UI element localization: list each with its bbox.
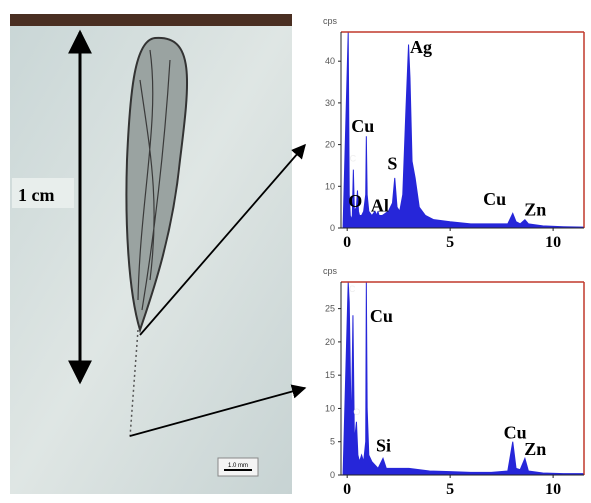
y-tick-label: 40 xyxy=(325,56,335,66)
y-tick-label: 20 xyxy=(325,140,335,150)
x-tick-label: 5 xyxy=(446,234,454,251)
y-tick-label: 20 xyxy=(325,337,335,347)
depth-label: 1 cm xyxy=(18,185,54,205)
spectrum-area xyxy=(342,282,584,475)
y-tick-label: 5 xyxy=(330,437,335,447)
peak-label: S xyxy=(387,154,397,174)
x-tick-label: 0 xyxy=(343,234,351,251)
peak-label: Zn xyxy=(524,439,546,459)
photo: 1 cm 1.0 mm xyxy=(10,14,307,494)
pointer-arrow xyxy=(129,384,307,437)
y-tick-label: 30 xyxy=(325,98,335,108)
y-tick-label: 0 xyxy=(330,223,335,233)
spectrum xyxy=(342,32,584,228)
pit-texture xyxy=(137,49,171,311)
x-tick-label: 10 xyxy=(545,234,561,251)
y-tick-label: 25 xyxy=(325,304,335,314)
spectrum xyxy=(342,282,584,475)
pointer-arrow xyxy=(139,143,306,336)
x-tick-label: 10 xyxy=(545,481,561,498)
peak-label: Si xyxy=(376,436,391,456)
x-tick-label: 0 xyxy=(343,481,351,498)
peak-label: Cu xyxy=(504,422,527,442)
peak-label: Zn xyxy=(524,199,546,219)
y-axis-label: cps xyxy=(323,16,338,26)
scale-bar-label: 1.0 mm xyxy=(228,463,248,469)
y-axis-label: cps xyxy=(323,266,338,276)
pit xyxy=(125,36,189,334)
label-box xyxy=(12,178,74,208)
surface-layer xyxy=(10,14,292,26)
peak-label: C xyxy=(349,284,356,294)
peak-label: Al xyxy=(371,195,389,215)
y-tick-label: 10 xyxy=(325,403,335,413)
peak-label: Cu xyxy=(351,116,374,136)
peak-label: Cu xyxy=(483,189,506,209)
x-tick-label: 5 xyxy=(446,481,454,498)
y-tick-label: 0 xyxy=(330,470,335,480)
peak-label: Ag xyxy=(410,37,432,57)
peak-label: C xyxy=(350,153,357,163)
peak-label: O xyxy=(353,407,360,417)
scale-bar-box xyxy=(217,457,259,477)
y-tick-label: 10 xyxy=(325,181,335,191)
spectrum-area xyxy=(342,32,584,228)
peak-label: O xyxy=(348,191,362,211)
y-tick-label: 15 xyxy=(325,370,335,380)
peak-label: Cu xyxy=(370,306,393,326)
